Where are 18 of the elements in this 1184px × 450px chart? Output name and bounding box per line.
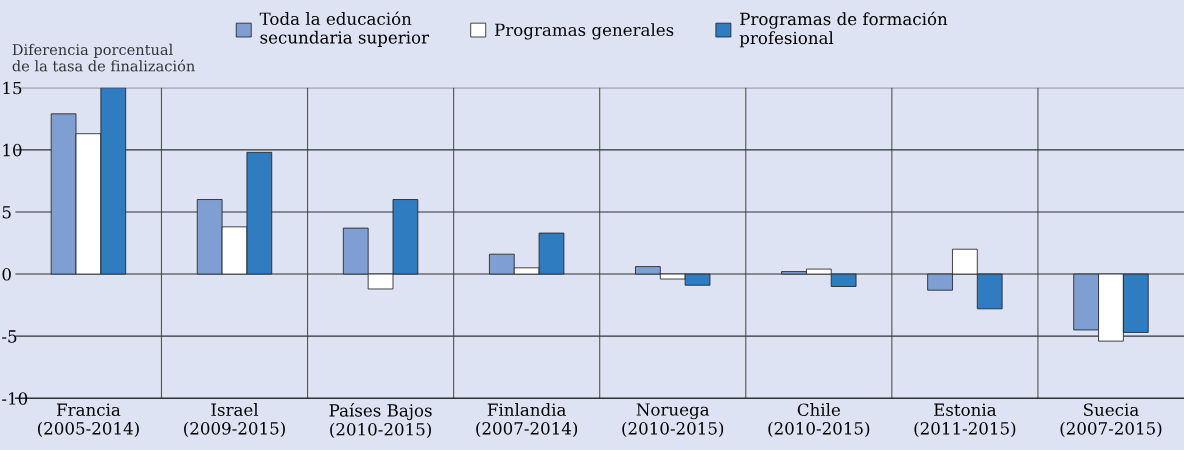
x-tick-label: Israel (2009-2015)	[184, 403, 285, 438]
legend-label: Toda la educación secundaria superior	[259, 11, 430, 47]
x-tick-label: Noruega (2010-2015)	[622, 403, 724, 438]
y-tick-label: 15	[3, 81, 22, 95]
y-tick-label: 5	[2, 206, 11, 219]
legend-label: Programas generales	[494, 23, 674, 40]
x-tick-label: Francia (2005-2014)	[38, 403, 139, 438]
y-tick-label: -10	[2, 392, 28, 405]
x-tick-label: Estonia (2011-2015)	[914, 403, 1016, 438]
y-axis-title: Diferencia porcentual de la tasa de finalización	[12, 43, 195, 72]
x-tick-label: Chile (2010-2015)	[768, 403, 870, 438]
y-tick-label: 0	[2, 268, 11, 281]
x-tick-label: Suecia (2007-2015)	[1060, 403, 1162, 438]
legend-label: Programas de formación profesional	[739, 11, 948, 48]
x-tick-label: Finlandia (2007-2014)	[476, 403, 578, 438]
y-tick-label: 10	[3, 143, 22, 157]
x-tick-label: Países Bajos (2010-2015)	[329, 403, 432, 438]
y-tick-label: -5	[2, 330, 17, 343]
